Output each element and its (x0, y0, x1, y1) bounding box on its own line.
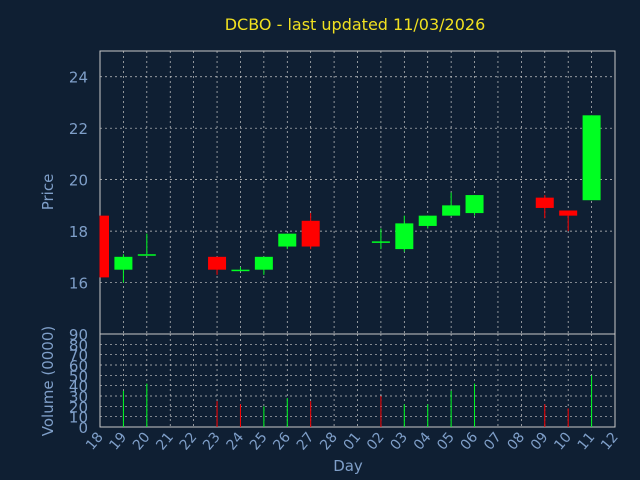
x-tick-label: 09 (528, 429, 552, 453)
volume-tick-label: 30 (69, 388, 88, 406)
volume-tick-label: 50 (69, 367, 88, 385)
candles (99, 115, 601, 283)
candle-body (582, 115, 601, 201)
chart-title: DCBO - last updated 11/03/2026 (225, 15, 486, 34)
candle-body (559, 210, 578, 216)
volume-axis-label: Volume (0000) (39, 326, 57, 436)
price-tick-label: 18 (69, 223, 88, 241)
volume-tick-label: 70 (69, 347, 88, 365)
volume-tick-label: 10 (69, 409, 88, 427)
price-y-ticks: 16 18 20 22 24 (69, 69, 88, 293)
x-tick-label: 07 (481, 429, 505, 453)
candle-body (100, 215, 109, 278)
x-tick-label: 21 (153, 429, 177, 453)
x-tick-label: 11 (575, 429, 599, 453)
candle-body (442, 205, 461, 216)
x-tick-label: 24 (224, 429, 248, 453)
price-tick-label: 24 (69, 69, 88, 87)
price-grid (100, 51, 615, 334)
x-tick-label: 08 (504, 429, 528, 453)
volume-tick-label: 0 (78, 419, 88, 437)
candle-body (395, 223, 414, 250)
price-tick-label: 16 (69, 275, 88, 293)
candle-body (301, 220, 320, 247)
x-tick-label: 10 (551, 429, 575, 453)
volume-grid (100, 334, 615, 427)
volume-tick-label: 20 (69, 398, 88, 416)
candle-body (231, 269, 250, 272)
x-tick-label: 25 (247, 429, 271, 453)
price-tick-label: 20 (69, 172, 88, 190)
candle-body (465, 195, 484, 214)
x-tick-label: 20 (130, 429, 154, 453)
x-tick-label: 04 (411, 429, 435, 453)
x-tick-label: 19 (106, 429, 130, 453)
x-axis-label: Day (333, 457, 363, 475)
x-tick-label: 12 (598, 429, 622, 453)
volume-bars (122, 375, 593, 427)
x-tick-label: 03 (387, 429, 411, 453)
x-axis-ticks: 18 19 20 21 22 23 24 25 26 27 28 01 02 03 04 05 06 07 08 09… (83, 429, 622, 453)
x-tick-label: 28 (317, 429, 341, 453)
x-tick-label: 06 (458, 429, 482, 453)
candle-body (254, 256, 273, 270)
price-axis-label: Price (39, 174, 57, 211)
price-tick-label: 22 (69, 120, 88, 138)
price-panel: 16 18 20 22 24 Price (39, 50, 616, 335)
candle-body (278, 233, 297, 247)
candle-body (208, 256, 227, 270)
x-tick-label: 27 (294, 429, 318, 453)
candle-body (535, 197, 554, 208)
x-tick-label: 01 (341, 429, 365, 453)
x-tick-label: 23 (200, 429, 224, 453)
candle-body (371, 241, 390, 243)
candle-body (137, 254, 156, 256)
volume-tick-label: 80 (69, 336, 88, 354)
volume-tick-label: 90 (69, 326, 88, 344)
x-tick-label: 26 (270, 429, 294, 453)
volume-tick-label: 60 (69, 357, 88, 375)
volume-tick-label: 40 (69, 378, 88, 396)
x-tick-label: 05 (434, 429, 458, 453)
x-tick-label: 02 (364, 429, 388, 453)
x-tick-label: 22 (177, 429, 201, 453)
candle-body (114, 256, 133, 270)
candle-body (418, 215, 437, 226)
